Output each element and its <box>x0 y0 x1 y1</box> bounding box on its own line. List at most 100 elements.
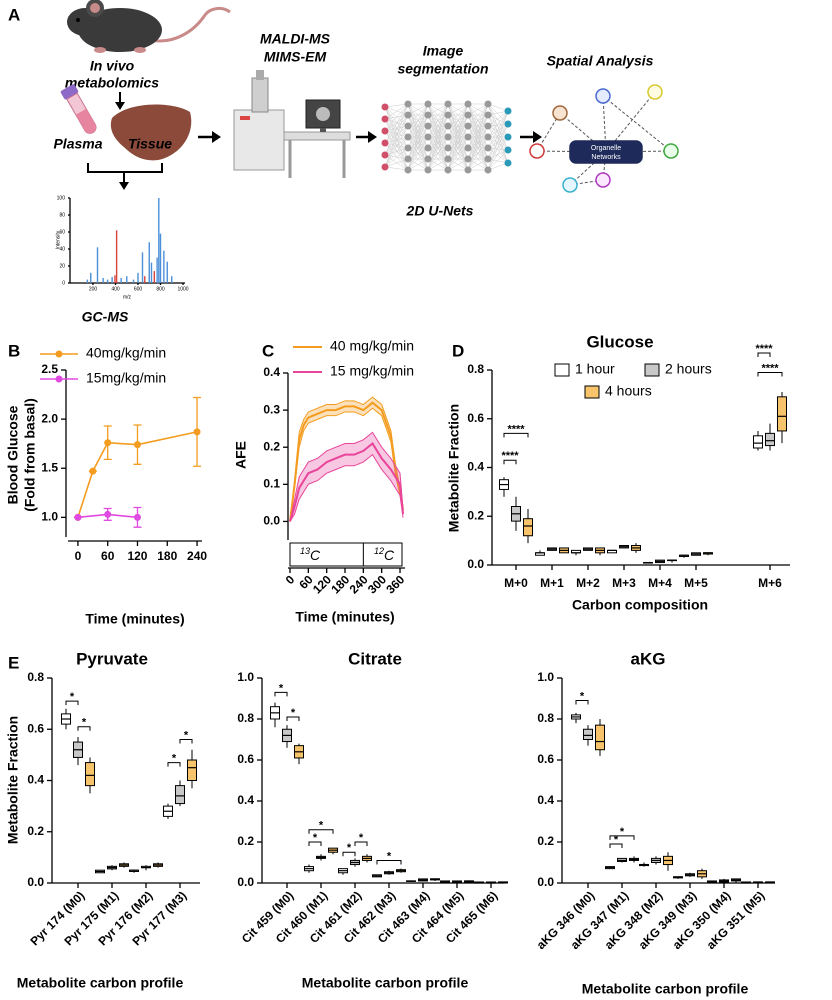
legend-swatch <box>584 385 600 399</box>
y-tick-label: 0.4 <box>237 793 254 807</box>
significance-bracket <box>308 841 322 846</box>
nn-edge <box>487 123 509 138</box>
y-tick-label: 0.6 <box>27 721 44 735</box>
x-axis-label: Time (minutes) <box>295 609 394 625</box>
box <box>85 762 95 787</box>
significance-label: * <box>291 707 296 719</box>
significance-label: * <box>620 826 625 838</box>
data-point <box>104 510 112 518</box>
bracket-arrow <box>87 163 163 190</box>
data-point <box>133 513 141 521</box>
box <box>765 432 775 447</box>
isotope-mass: 13 <box>300 546 310 556</box>
nn-edge <box>487 114 509 151</box>
series-line <box>289 442 405 522</box>
x-axis-label: Metabolite carbon profile <box>17 975 184 991</box>
significance-label: * <box>614 834 619 846</box>
box <box>175 785 185 805</box>
nn-node <box>424 166 432 174</box>
nn-node <box>404 155 412 163</box>
x-tick-label: 0 <box>75 549 82 563</box>
nn-node <box>404 144 412 152</box>
box <box>777 396 787 432</box>
y-tick-label: 0.6 <box>537 752 554 766</box>
y-axis-label: Metabolite Fraction <box>446 404 462 532</box>
arrow <box>520 131 542 143</box>
data-point <box>104 439 112 447</box>
workflow-label: MIMS-EM <box>264 49 327 65</box>
peak <box>148 242 150 283</box>
nn-edge <box>384 106 409 160</box>
y-tick-label: 1.0 <box>237 670 254 684</box>
mouse-icon <box>67 0 231 53</box>
nn-node <box>381 163 389 171</box>
nn-node <box>444 122 452 130</box>
workflow-label: GC-MS <box>82 309 129 325</box>
nn-edge <box>384 142 409 160</box>
nn-edge <box>447 103 469 127</box>
nn-node <box>464 166 472 174</box>
x-tick-label: 180 <box>157 549 177 563</box>
peak <box>90 272 92 283</box>
nn-edge <box>487 114 509 138</box>
box <box>583 728 593 740</box>
nn-edge <box>427 125 449 171</box>
peak <box>126 276 128 283</box>
significance-bracket <box>376 859 402 865</box>
significance-label: **** <box>755 343 773 355</box>
peak <box>115 230 118 283</box>
workflow-label: Spatial Analysis <box>547 53 654 69</box>
y-tick-label: 60 <box>59 229 65 235</box>
peak <box>106 279 109 283</box>
nn-edge <box>384 147 409 156</box>
nn-edge <box>384 106 409 138</box>
y-tick-label: 0.4 <box>27 773 44 787</box>
significance-bracket <box>354 841 368 846</box>
peak <box>114 275 116 283</box>
chart-title: Pyruvate <box>76 649 148 668</box>
nn-edge <box>407 125 429 171</box>
nn-edge <box>427 147 449 171</box>
peak <box>156 257 158 283</box>
y-axis-label: Intensity <box>55 230 61 249</box>
nn-edge <box>487 149 509 160</box>
nn-edge <box>487 110 509 171</box>
significance-bracket <box>342 851 356 857</box>
workflow-label: In vivo <box>90 58 135 74</box>
nn-edge <box>407 114 429 171</box>
nn-edge <box>384 154 409 171</box>
liver-icon <box>110 104 192 161</box>
significance-label: **** <box>501 450 519 462</box>
y-tick-label: 0.0 <box>237 875 254 889</box>
significance-label: * <box>387 850 392 862</box>
y-tick-label: 1.0 <box>41 510 58 524</box>
workflow-label: segmentation <box>397 61 488 77</box>
legend-label: 1 hour <box>575 361 615 377</box>
peak <box>120 277 122 283</box>
nn-edge <box>487 136 509 149</box>
panel-label: B <box>8 341 20 360</box>
nn-edge <box>447 103 469 138</box>
band-fill <box>290 432 404 522</box>
workflow-label: Plasma <box>53 136 102 152</box>
nn-node <box>404 166 412 174</box>
nn-edge <box>427 103 449 160</box>
isotope-label: 13C <box>300 546 321 562</box>
x-tick-label: M+6 <box>758 576 782 590</box>
nn-node <box>444 100 452 108</box>
y-axis-label: Metabolite Fraction <box>5 716 21 844</box>
y-axis-label: AFE <box>233 441 249 469</box>
y-axis-label: (Fold from basal) <box>22 398 38 512</box>
nn-node <box>404 100 412 108</box>
nn-node <box>484 133 492 141</box>
chart-title: Glucose <box>586 332 653 351</box>
x-axis-label: Carbon composition <box>572 597 708 613</box>
x-tick-label: M+5 <box>684 576 708 590</box>
significance-bracket <box>503 432 529 438</box>
y-tick-label: 0.6 <box>467 411 484 425</box>
nn-edge <box>384 166 409 171</box>
nn-edge <box>487 123 509 171</box>
nn-edge <box>384 114 409 168</box>
nn-node <box>381 103 389 111</box>
